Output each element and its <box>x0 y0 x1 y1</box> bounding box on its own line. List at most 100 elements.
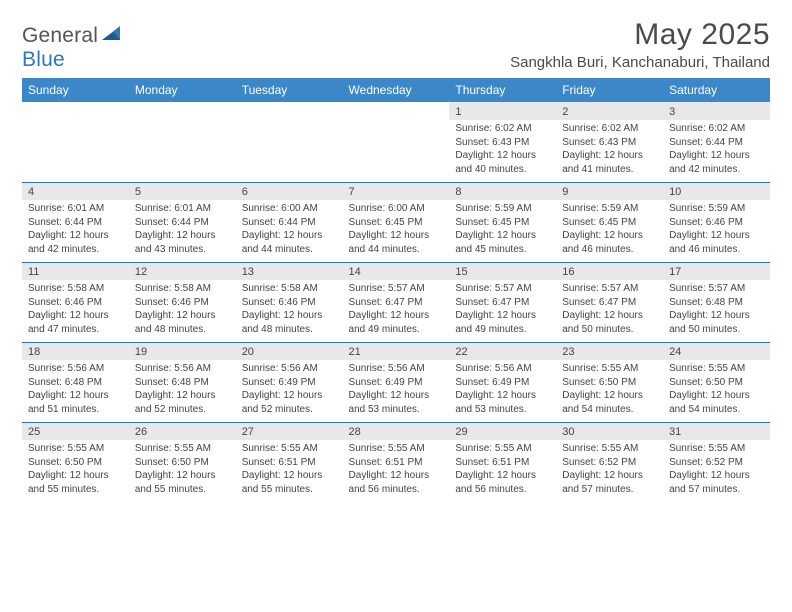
sunrise-line: Sunrise: 6:02 AM <box>669 122 764 136</box>
sunrise-line: Sunrise: 5:55 AM <box>349 442 444 456</box>
week-info-row: Sunrise: 5:56 AMSunset: 6:48 PMDaylight:… <box>22 360 770 422</box>
sunset-line: Sunset: 6:47 PM <box>455 296 550 310</box>
week-info-row: Sunrise: 5:58 AMSunset: 6:46 PMDaylight:… <box>22 280 770 342</box>
day-info-cell: Sunrise: 5:56 AMSunset: 6:49 PMDaylight:… <box>343 360 450 422</box>
day-info-cell: Sunrise: 5:57 AMSunset: 6:47 PMDaylight:… <box>556 280 663 342</box>
week-number-row: 11121314151617 <box>22 262 770 280</box>
calendar-table: Sunday Monday Tuesday Wednesday Thursday… <box>22 78 770 502</box>
day-number: 21 <box>349 346 361 358</box>
week-number-row: 123 <box>22 102 770 120</box>
sunrise-line: Sunrise: 5:56 AM <box>242 362 337 376</box>
header: General Blue May 2025 Sangkhla Buri, Kan… <box>22 18 770 72</box>
daylight-line: Daylight: 12 hours and 53 minutes. <box>455 389 550 416</box>
day-number-cell: 2 <box>556 102 663 120</box>
daylight-line: Daylight: 12 hours and 54 minutes. <box>669 389 764 416</box>
daylight-line: Daylight: 12 hours and 56 minutes. <box>349 469 444 496</box>
day-info-cell: Sunrise: 5:55 AMSunset: 6:52 PMDaylight:… <box>556 440 663 502</box>
sunset-line: Sunset: 6:46 PM <box>669 216 764 230</box>
sunrise-line: Sunrise: 5:55 AM <box>242 442 337 456</box>
day-info-cell: Sunrise: 5:59 AMSunset: 6:46 PMDaylight:… <box>663 200 770 262</box>
daylight-line: Daylight: 12 hours and 49 minutes. <box>349 309 444 336</box>
sunrise-line: Sunrise: 5:55 AM <box>669 442 764 456</box>
day-info-cell: Sunrise: 5:55 AMSunset: 6:50 PMDaylight:… <box>22 440 129 502</box>
title-block: May 2025 Sangkhla Buri, Kanchanaburi, Th… <box>510 18 770 71</box>
day-number: 18 <box>28 346 40 358</box>
daylight-line: Daylight: 12 hours and 57 minutes. <box>669 469 764 496</box>
sunrise-line: Sunrise: 5:59 AM <box>669 202 764 216</box>
week-number-row: 25262728293031 <box>22 422 770 440</box>
day-info-cell: Sunrise: 5:55 AMSunset: 6:50 PMDaylight:… <box>663 360 770 422</box>
daylight-line: Daylight: 12 hours and 51 minutes. <box>28 389 123 416</box>
day-number-cell: 18 <box>22 342 129 360</box>
sunset-line: Sunset: 6:50 PM <box>28 456 123 470</box>
day-number-cell: 11 <box>22 262 129 280</box>
day-number-cell: 29 <box>449 422 556 440</box>
sunrise-line: Sunrise: 5:59 AM <box>562 202 657 216</box>
day-number-cell: 31 <box>663 422 770 440</box>
day-number-cell: 1 <box>449 102 556 120</box>
daylight-line: Daylight: 12 hours and 42 minutes. <box>669 149 764 176</box>
sunset-line: Sunset: 6:51 PM <box>455 456 550 470</box>
sunrise-line: Sunrise: 5:55 AM <box>135 442 230 456</box>
day-number-cell: 27 <box>236 422 343 440</box>
sunset-line: Sunset: 6:44 PM <box>28 216 123 230</box>
day-info-cell <box>129 120 236 182</box>
day-info-cell: Sunrise: 6:02 AMSunset: 6:44 PMDaylight:… <box>663 120 770 182</box>
sunset-line: Sunset: 6:52 PM <box>562 456 657 470</box>
sunrise-line: Sunrise: 5:56 AM <box>135 362 230 376</box>
day-number-cell: 7 <box>343 182 450 200</box>
day-number: 19 <box>135 346 147 358</box>
day-info-cell: Sunrise: 5:59 AMSunset: 6:45 PMDaylight:… <box>449 200 556 262</box>
day-info-cell: Sunrise: 5:57 AMSunset: 6:47 PMDaylight:… <box>449 280 556 342</box>
sunset-line: Sunset: 6:45 PM <box>562 216 657 230</box>
day-number-cell: 14 <box>343 262 450 280</box>
sunset-line: Sunset: 6:44 PM <box>135 216 230 230</box>
day-number-cell: 25 <box>22 422 129 440</box>
sunset-line: Sunset: 6:49 PM <box>349 376 444 390</box>
day-info-cell: Sunrise: 5:55 AMSunset: 6:51 PMDaylight:… <box>343 440 450 502</box>
day-info-cell: Sunrise: 5:58 AMSunset: 6:46 PMDaylight:… <box>236 280 343 342</box>
sunrise-line: Sunrise: 5:55 AM <box>669 362 764 376</box>
day-number-cell: 12 <box>129 262 236 280</box>
week-info-row: Sunrise: 6:02 AMSunset: 6:43 PMDaylight:… <box>22 120 770 182</box>
day-number: 5 <box>135 186 141 198</box>
week-info-row: Sunrise: 5:55 AMSunset: 6:50 PMDaylight:… <box>22 440 770 502</box>
daylight-line: Daylight: 12 hours and 57 minutes. <box>562 469 657 496</box>
day-info-cell: Sunrise: 5:56 AMSunset: 6:48 PMDaylight:… <box>129 360 236 422</box>
daylight-line: Daylight: 12 hours and 50 minutes. <box>669 309 764 336</box>
sunset-line: Sunset: 6:49 PM <box>455 376 550 390</box>
daylight-line: Daylight: 12 hours and 40 minutes. <box>455 149 550 176</box>
day-number: 7 <box>349 186 355 198</box>
sail-icon <box>100 24 122 42</box>
sunrise-line: Sunrise: 5:55 AM <box>28 442 123 456</box>
daylight-line: Daylight: 12 hours and 44 minutes. <box>349 229 444 256</box>
sunrise-line: Sunrise: 5:57 AM <box>349 282 444 296</box>
sunset-line: Sunset: 6:45 PM <box>455 216 550 230</box>
daylight-line: Daylight: 12 hours and 50 minutes. <box>562 309 657 336</box>
day-header: Monday <box>129 78 236 102</box>
day-number: 14 <box>349 266 361 278</box>
day-info-cell: Sunrise: 6:02 AMSunset: 6:43 PMDaylight:… <box>556 120 663 182</box>
sunrise-line: Sunrise: 5:57 AM <box>455 282 550 296</box>
sunrise-line: Sunrise: 5:59 AM <box>455 202 550 216</box>
day-number-cell: 9 <box>556 182 663 200</box>
brand-logo: General Blue <box>22 18 122 72</box>
day-number: 10 <box>669 186 681 198</box>
sunrise-line: Sunrise: 5:56 AM <box>349 362 444 376</box>
daylight-line: Daylight: 12 hours and 49 minutes. <box>455 309 550 336</box>
sunrise-line: Sunrise: 5:56 AM <box>455 362 550 376</box>
daylight-line: Daylight: 12 hours and 46 minutes. <box>669 229 764 256</box>
week-info-row: Sunrise: 6:01 AMSunset: 6:44 PMDaylight:… <box>22 200 770 262</box>
day-number-cell: 24 <box>663 342 770 360</box>
sunset-line: Sunset: 6:44 PM <box>669 136 764 150</box>
day-info-cell <box>22 120 129 182</box>
day-number: 20 <box>242 346 254 358</box>
sunrise-line: Sunrise: 5:57 AM <box>562 282 657 296</box>
day-number-cell <box>236 102 343 120</box>
day-number: 29 <box>455 426 467 438</box>
day-number-cell: 22 <box>449 342 556 360</box>
day-number-cell: 26 <box>129 422 236 440</box>
sunset-line: Sunset: 6:48 PM <box>669 296 764 310</box>
day-number: 15 <box>455 266 467 278</box>
daylight-line: Daylight: 12 hours and 56 minutes. <box>455 469 550 496</box>
